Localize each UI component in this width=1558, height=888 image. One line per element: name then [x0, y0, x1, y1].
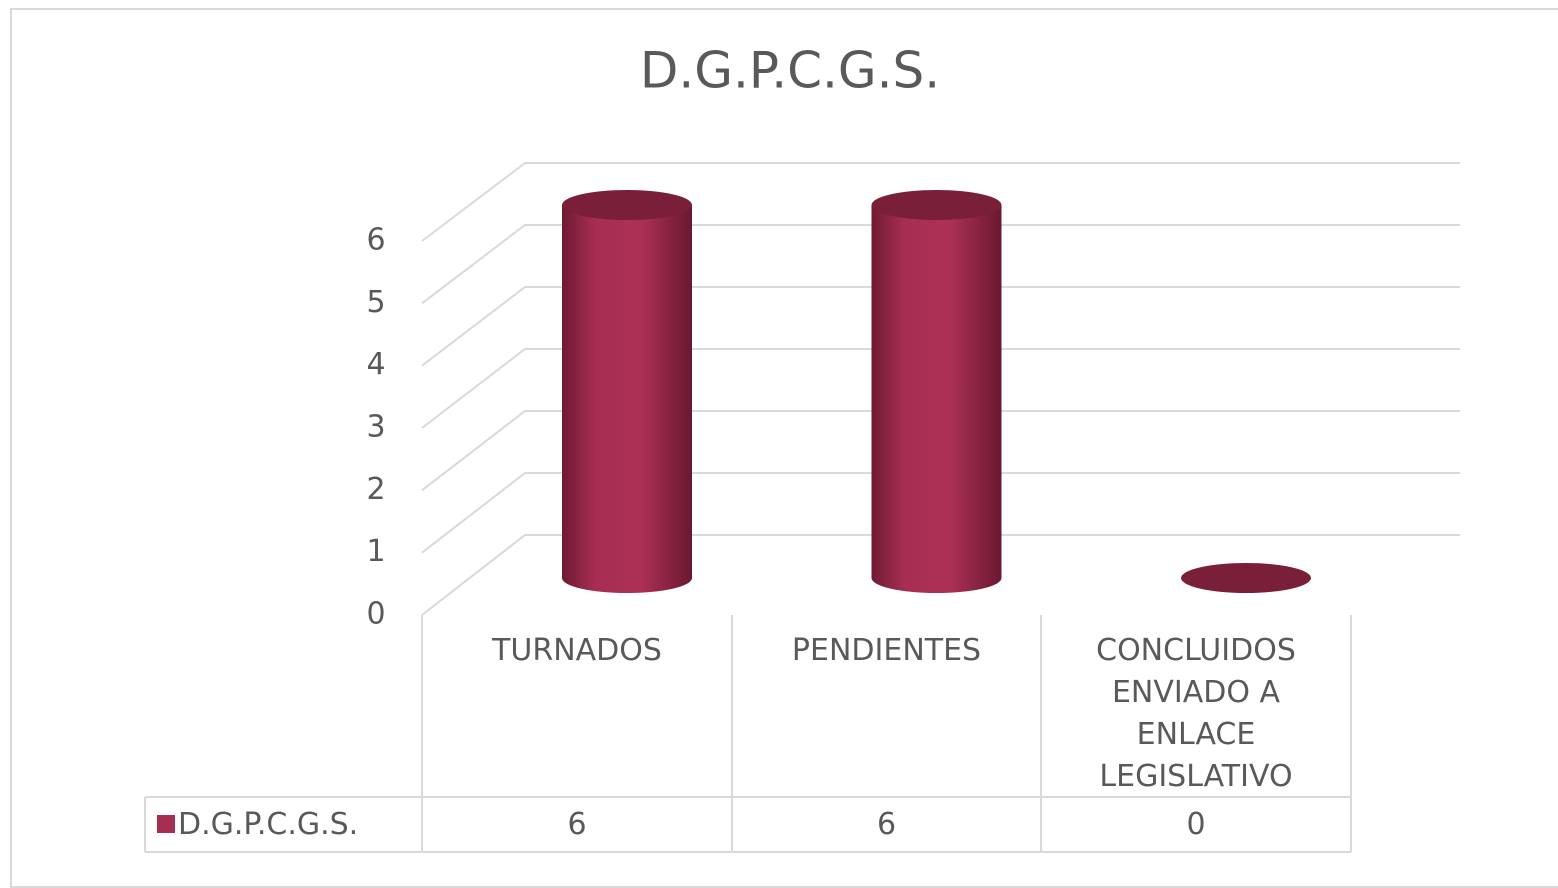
- grid-line: [421, 410, 1460, 492]
- y-tick-label: 6: [366, 223, 385, 258]
- y-tick-label: 2: [366, 472, 385, 507]
- grid-line: [421, 286, 1460, 367]
- y-tick-label: 5: [366, 285, 385, 320]
- grid-line: [421, 534, 1460, 616]
- x-tick-label: PENDIENTES: [791, 633, 982, 668]
- bar: [1181, 563, 1311, 593]
- legend-label: D.G.P.C.G.S.: [178, 807, 359, 842]
- grid-line: [421, 348, 1460, 429]
- bar: [562, 205, 692, 593]
- table-value: 6: [876, 807, 897, 842]
- grid-line: [421, 162, 1460, 242]
- x-tick-label: CONCLUIDOS ENVIADO A ENLACE LEGISLATIVO: [1096, 633, 1296, 794]
- bar-top: [871, 190, 1002, 220]
- legend-swatch: [157, 815, 175, 833]
- chart-title: D.G.P.C.G.S.: [640, 42, 940, 100]
- table-value: 0: [1186, 807, 1206, 842]
- y-tick-label: 4: [366, 347, 385, 382]
- x-tick-label: TURNADOS: [492, 633, 662, 668]
- grid-line: [421, 224, 1460, 305]
- y-tick-label: 1: [366, 534, 385, 569]
- table-value: 6: [567, 807, 587, 842]
- bar-top: [562, 190, 692, 220]
- grid-line: [421, 472, 1460, 554]
- y-tick-label: 3: [366, 410, 385, 445]
- y-tick-label: 0: [366, 597, 385, 632]
- bar: [871, 205, 1002, 594]
